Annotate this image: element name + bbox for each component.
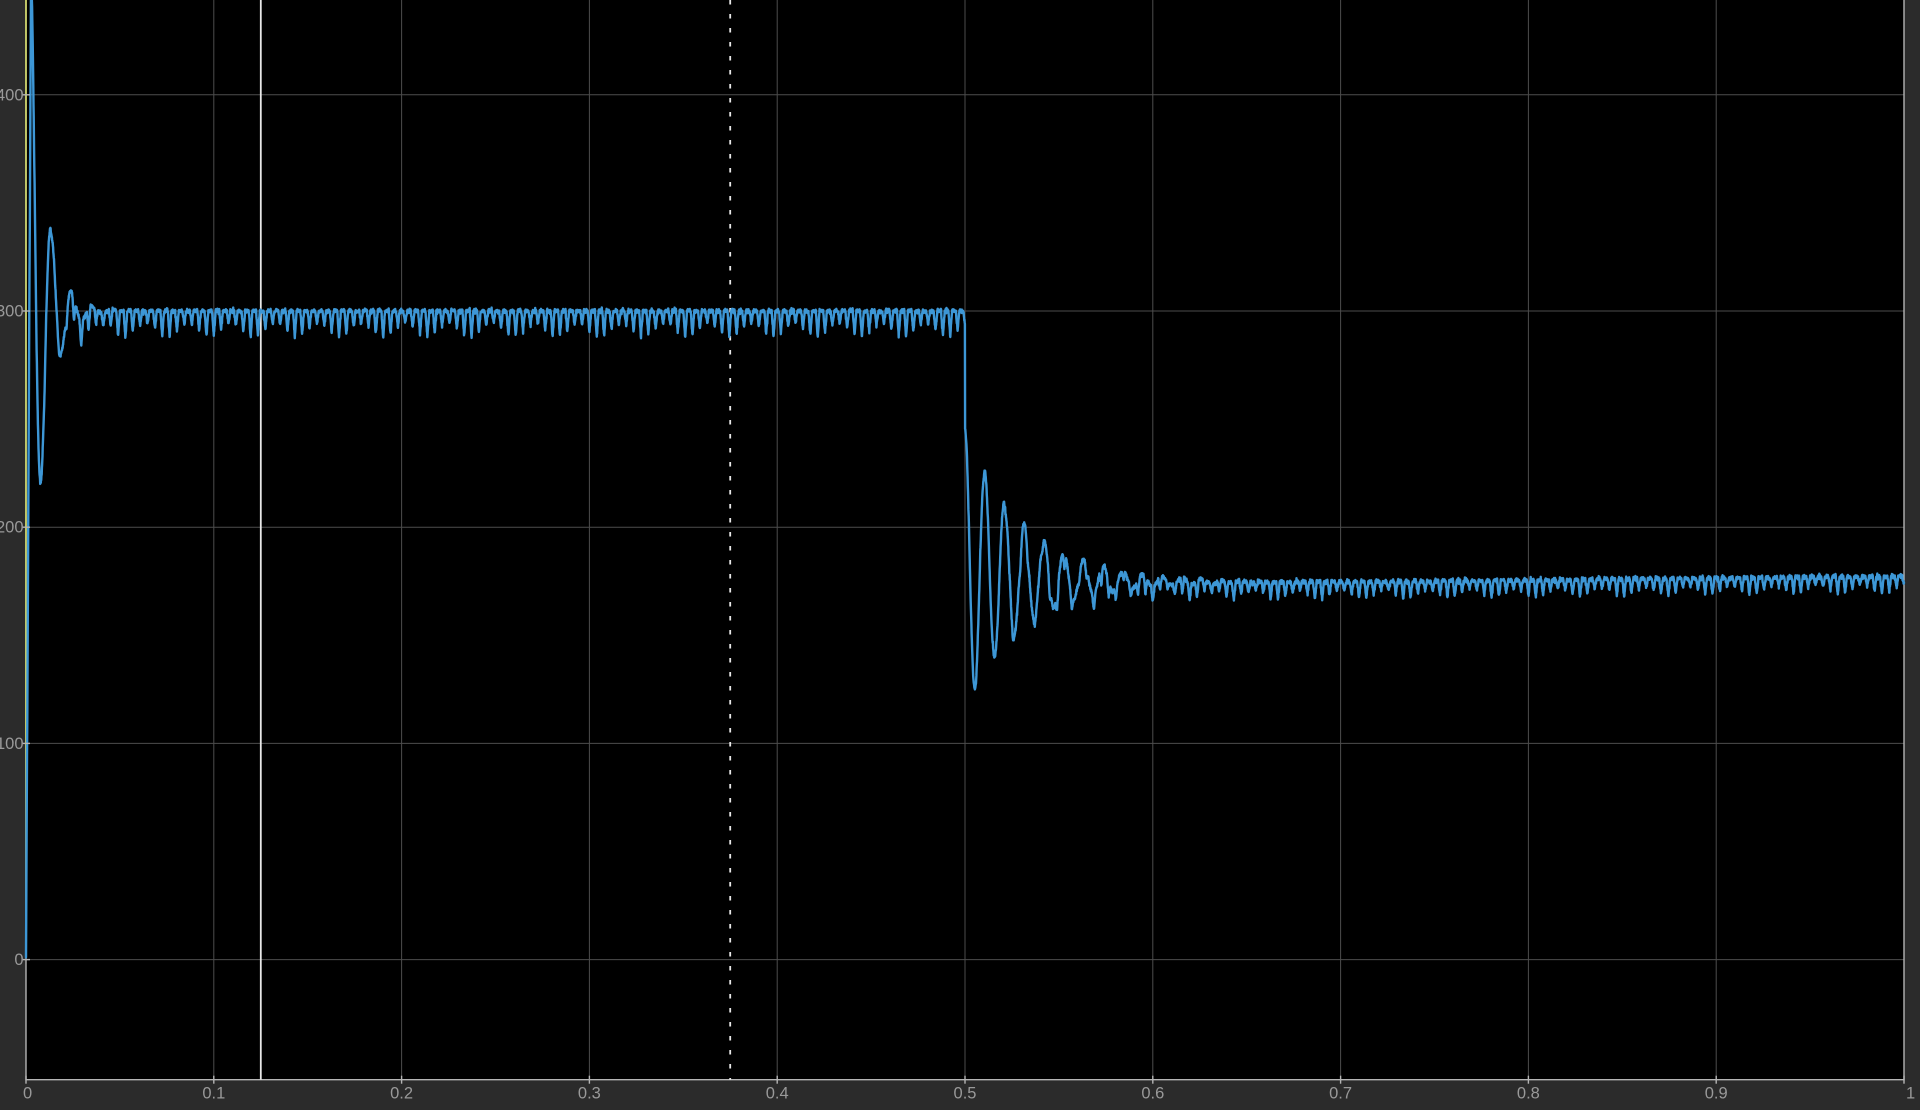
svg-text:0.4: 0.4 bbox=[766, 1085, 789, 1103]
svg-text:0.3: 0.3 bbox=[578, 1085, 601, 1103]
svg-text:0.1: 0.1 bbox=[202, 1085, 225, 1103]
svg-text:0.8: 0.8 bbox=[1517, 1085, 1540, 1103]
svg-text:0: 0 bbox=[23, 1085, 32, 1103]
svg-text:0.6: 0.6 bbox=[1141, 1085, 1164, 1103]
svg-text:0.7: 0.7 bbox=[1329, 1085, 1352, 1103]
svg-text:400: 400 bbox=[0, 86, 24, 104]
svg-text:1: 1 bbox=[1906, 1085, 1915, 1103]
svg-text:0.2: 0.2 bbox=[390, 1085, 413, 1103]
svg-text:200: 200 bbox=[0, 519, 24, 537]
svg-text:0: 0 bbox=[14, 951, 23, 969]
svg-text:0.5: 0.5 bbox=[954, 1085, 977, 1103]
svg-text:300: 300 bbox=[0, 303, 24, 321]
svg-text:100: 100 bbox=[0, 735, 24, 753]
svg-text:0.9: 0.9 bbox=[1705, 1085, 1728, 1103]
